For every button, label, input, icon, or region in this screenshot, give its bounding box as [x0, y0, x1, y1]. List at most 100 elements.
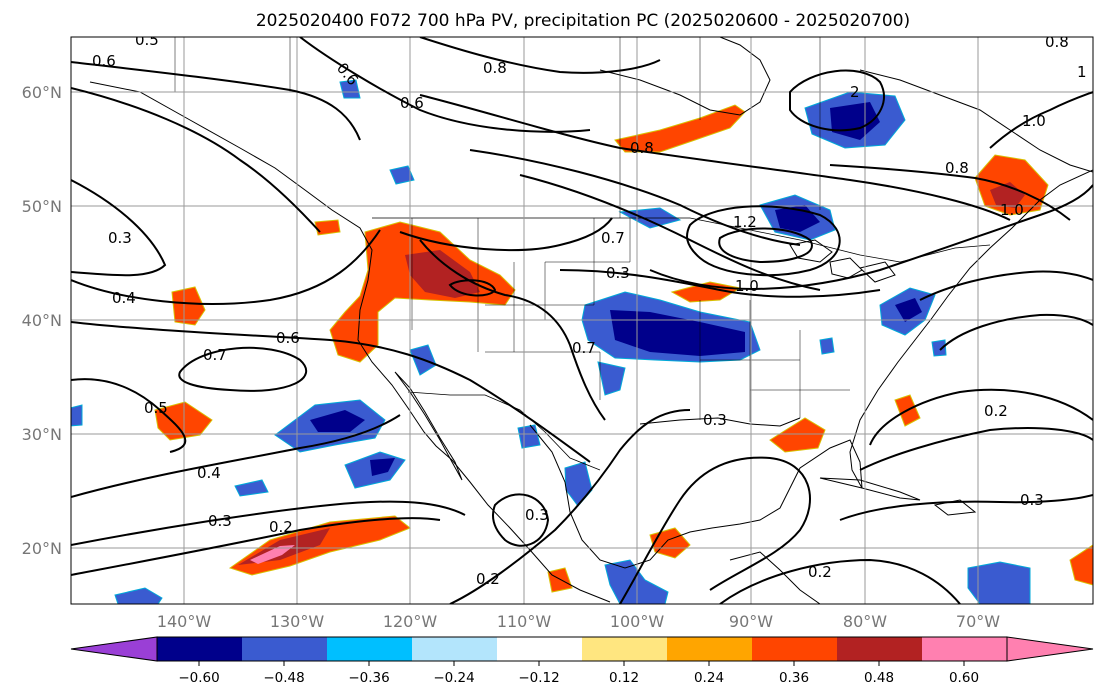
anomaly-small-6 [71, 404, 83, 427]
anomaly-nw-us-core [405, 250, 480, 298]
contour-label: 1.0 [735, 277, 759, 295]
colorbar-tick-label: −0.24 [433, 670, 474, 686]
anomaly-bc-coast [314, 219, 341, 236]
contour-label: 0.6 [92, 52, 116, 70]
contour-label: 0.3 [1020, 491, 1044, 509]
lon-label: 100°W [610, 612, 665, 631]
colorbar-bin [922, 637, 1007, 661]
contour-0-6-mid [399, 217, 613, 252]
lat-label: 60°N [22, 83, 62, 102]
contour-0-4-south [71, 414, 401, 498]
lon-label: 110°W [497, 612, 552, 631]
precip-positive-anomalies [154, 104, 1093, 593]
contour-label: 0.2 [476, 570, 500, 588]
contour-0-8-east [829, 164, 1071, 221]
contour-0-3-atl-south [839, 494, 1093, 521]
figure-title: 2025020400 F072 700 hPa PV, precipitatio… [256, 11, 910, 31]
anomaly-nw-us [329, 221, 516, 363]
coastline-labrador [859, 69, 1093, 173]
contour-0-2-carib [719, 558, 961, 604]
contour-label: 0.8 [483, 59, 507, 77]
contour-0-8-canada [419, 94, 1011, 221]
contour-0-2-south [71, 517, 441, 576]
map-panel: 0.6 0.5 0.6 0.6 0.8 2 1 1.0 0.8 1.0 0.8 … [22, 33, 1094, 631]
lon-label: 140°W [157, 612, 212, 631]
lon-label: 130°W [270, 612, 325, 631]
colorbar-bin [157, 637, 242, 661]
coastline-baja [394, 371, 463, 481]
contour-0-6 [71, 321, 591, 463]
contour-0-3-ne [919, 270, 1093, 301]
colorbar-bin [837, 637, 922, 661]
contour-0-3-south [71, 500, 466, 546]
contour-west-0-3 [71, 179, 167, 277]
contour-label: 0.2 [269, 518, 293, 536]
colorbar-bin [582, 637, 667, 661]
contour-0-3-gulf [619, 456, 811, 604]
anomaly-texas [597, 361, 626, 396]
anomaly-caribbean [1069, 544, 1093, 586]
colorbar-over-triangle [1006, 636, 1094, 662]
anomaly-pacific-sw-core [310, 410, 365, 432]
anomaly-caribbean-blue [967, 561, 1031, 604]
contour-label: 1 [1077, 63, 1087, 81]
contour-label: 2 [850, 83, 860, 101]
contour-label: 0.2 [808, 563, 832, 581]
contour-0-6-north [71, 61, 361, 141]
anomaly-small-4 [819, 337, 835, 355]
coastline-pacific [89, 81, 611, 603]
contour-label: 1.2 [733, 213, 757, 231]
lon-label: 70°W [956, 612, 1000, 631]
colorbar-ticks [198, 661, 965, 666]
contour-label: 0.7 [572, 339, 596, 357]
lon-label: 120°W [383, 612, 438, 631]
anomaly-pacific-small [547, 567, 573, 593]
boundary-5 [619, 37, 821, 218]
colorbar-under-triangle [70, 636, 158, 662]
contour-label: 0.3 [606, 264, 630, 282]
graticule [71, 37, 1093, 604]
contour-0-5 [71, 378, 187, 453]
contour-0-7-jet [519, 174, 821, 291]
colorbar-tick-label: −0.36 [348, 670, 389, 686]
contour-0-2-atl [859, 427, 1093, 471]
contour-label: 0.8 [1045, 33, 1069, 51]
contour-label: 0.7 [601, 229, 625, 247]
contour-label: 1.0 [1000, 201, 1024, 219]
lat-label: 50°N [22, 197, 62, 216]
anomaly-baja-core [370, 458, 395, 476]
colorbar-tick-label: −0.60 [178, 670, 219, 686]
contour-label: 0.5 [144, 399, 168, 417]
lon-label: 80°W [843, 612, 887, 631]
anomaly-subtropical-max [250, 545, 295, 564]
contour-0-8-ak [419, 37, 661, 74]
border-us-mexico [407, 391, 601, 471]
contour-label: 0.4 [112, 289, 136, 307]
contour-0-7-oval [178, 346, 307, 392]
contour-0-5-ring [448, 279, 497, 297]
anomaly-small-1 [389, 165, 415, 185]
colorbar-bin [242, 637, 327, 661]
contour-0-3-atl [869, 388, 1093, 446]
contour-label: 0.3 [208, 512, 232, 530]
colorbar-tick-label: 0.24 [694, 670, 724, 686]
contour-label: 0.6 [276, 329, 300, 347]
contour-label: 0.4 [197, 464, 221, 482]
contour-0-2-mex [449, 409, 691, 604]
colorbar-tick-label: 0.12 [609, 670, 639, 686]
coastline-hudson-bay [599, 37, 771, 116]
colorbar-bin [497, 637, 582, 661]
lat-label: 30°N [22, 425, 62, 444]
colorbar-bin [412, 637, 497, 661]
colorbar-tick-label: −0.12 [518, 670, 559, 686]
colorbar-bin [667, 637, 752, 661]
contour-1-0-jet [469, 149, 801, 246]
lon-label: 90°W [729, 612, 773, 631]
colorbar-outline [156, 636, 1008, 662]
contour-1-2-low [686, 205, 841, 277]
contour-2-qc [789, 69, 885, 132]
contour-1-low-inner [718, 227, 813, 264]
map-frame [70, 36, 1094, 605]
contour-0-5-north [71, 87, 321, 233]
